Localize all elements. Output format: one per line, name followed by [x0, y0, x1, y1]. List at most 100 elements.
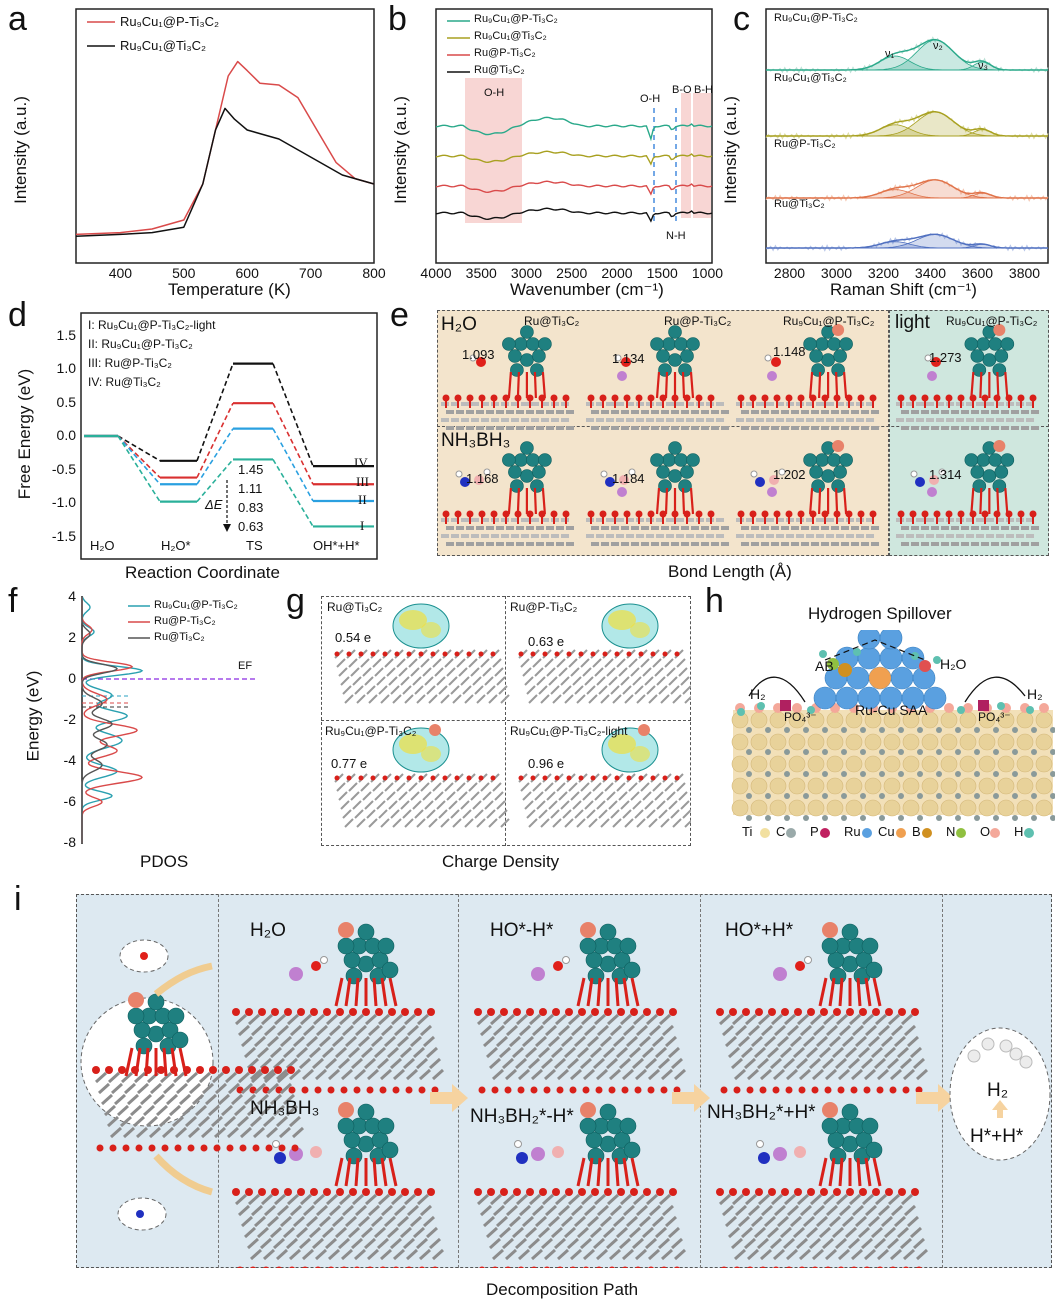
slab-bond: [489, 1013, 503, 1026]
oxygen-atom: [656, 1188, 664, 1196]
slab-bond: [680, 800, 690, 810]
b-atom: [794, 1146, 806, 1158]
oxygen-atom: [526, 1188, 534, 1196]
oxygen-atom: [591, 1008, 599, 1016]
slab-ti-c: [666, 418, 674, 422]
slab-ti-c: [771, 526, 779, 530]
oxygen-atom: [609, 1266, 615, 1268]
ru-atom: [502, 337, 516, 351]
slab-ti-c: [956, 534, 964, 538]
oxygen-atom: [491, 1086, 499, 1094]
slab-bond: [357, 1215, 371, 1228]
oxygen-atom: [669, 1008, 677, 1016]
oxygen-atom: [237, 1266, 243, 1268]
slab-bond: [799, 1024, 813, 1037]
slab-bond: [524, 800, 534, 810]
slab-bond: [727, 1046, 741, 1059]
bond: [622, 1157, 630, 1187]
c-atom: [955, 727, 961, 733]
slab-ti-c: [866, 418, 874, 422]
slab-bond: [372, 782, 382, 792]
h-atom: [1026, 706, 1034, 714]
energy-connector: [196, 363, 234, 462]
slab-bond: [550, 809, 560, 819]
ti-atom: [750, 733, 768, 751]
slab-ti-c: [776, 418, 784, 422]
ru-atom: [923, 686, 947, 710]
slab-bond: [260, 1013, 274, 1026]
slab-bond: [638, 1215, 652, 1228]
i-div-1: [218, 894, 219, 1268]
slab-ti-c: [676, 418, 684, 422]
slab-bond: [890, 1024, 904, 1037]
ti-atom: [978, 799, 996, 817]
ti-atom: [940, 711, 958, 729]
slab-bond: [377, 1013, 391, 1026]
bond: [818, 1157, 828, 1187]
oxygen-atom: [716, 1008, 724, 1016]
slab-bond: [530, 1068, 544, 1081]
c-atom: [765, 771, 771, 777]
bond: [979, 487, 983, 515]
bond: [354, 977, 360, 1007]
slab-bond: [606, 1013, 620, 1026]
oxygen-atom: [898, 1008, 906, 1016]
slab-ti-c: [961, 526, 969, 530]
slab-bond: [636, 818, 646, 828]
ru-atom: [658, 479, 672, 493]
slab-ti-c: [651, 526, 659, 530]
slab-bond: [422, 1215, 436, 1228]
slab-bond: [532, 782, 542, 792]
i-step-3: HO*+H*: [725, 920, 794, 941]
oxygen-atom: [161, 1144, 169, 1152]
ru-atom: [357, 1135, 375, 1153]
d-stage-2: H₂O*: [161, 538, 191, 553]
slab-bond: [504, 1248, 518, 1261]
slab-ti-c: [666, 402, 674, 406]
bond: [838, 977, 844, 1007]
slab-bond: [354, 1204, 368, 1217]
bond: [828, 1157, 836, 1187]
ti-atom: [902, 733, 920, 751]
slab-bond: [646, 809, 656, 819]
slab-bond: [915, 1248, 929, 1261]
slab-ti-c: [926, 518, 934, 522]
slab-bond: [657, 1057, 671, 1070]
slab-bond: [366, 1248, 380, 1261]
ru-atom: [502, 453, 516, 467]
oxygen-atom: [608, 1086, 616, 1094]
ti-atom: [807, 755, 825, 773]
bond: [864, 977, 872, 1007]
slab-bond: [494, 667, 504, 677]
slab-bond: [766, 1046, 780, 1059]
ru-atom: [815, 453, 829, 467]
slab-bond: [595, 1248, 609, 1261]
h-title: Hydrogen Spillover: [808, 604, 952, 623]
c-atom: [1012, 793, 1018, 799]
oxygen-atom: [578, 1188, 586, 1196]
ytick-f: -8: [63, 834, 76, 850]
ru-atom: [674, 337, 688, 351]
slab-ti-c: [691, 542, 699, 546]
c-label-3: Ru@P-Ti₃C₂: [774, 138, 836, 150]
slab-bond: [486, 685, 496, 695]
ru-atom: [532, 465, 546, 479]
slab-bond: [608, 800, 618, 810]
slab-ti-c: [711, 526, 719, 530]
ru-atom: [357, 923, 375, 941]
slab-bond: [592, 782, 602, 792]
slab-ti-c: [716, 518, 724, 522]
slab-bond: [678, 791, 688, 801]
water-o: [771, 357, 781, 367]
c-atom: [974, 749, 980, 755]
slab-ti-c: [591, 426, 599, 430]
i-step-4: NH₃BH₃: [250, 1098, 320, 1119]
oxygen-atom: [500, 1008, 508, 1016]
slab-bond: [599, 1215, 613, 1228]
slab-bond: [557, 1204, 571, 1217]
slab-ti-c: [981, 526, 989, 530]
slab-bond: [522, 791, 532, 801]
slab-bond: [600, 818, 610, 828]
slab-bond: [682, 809, 691, 819]
oxygen-atom: [301, 1086, 309, 1094]
